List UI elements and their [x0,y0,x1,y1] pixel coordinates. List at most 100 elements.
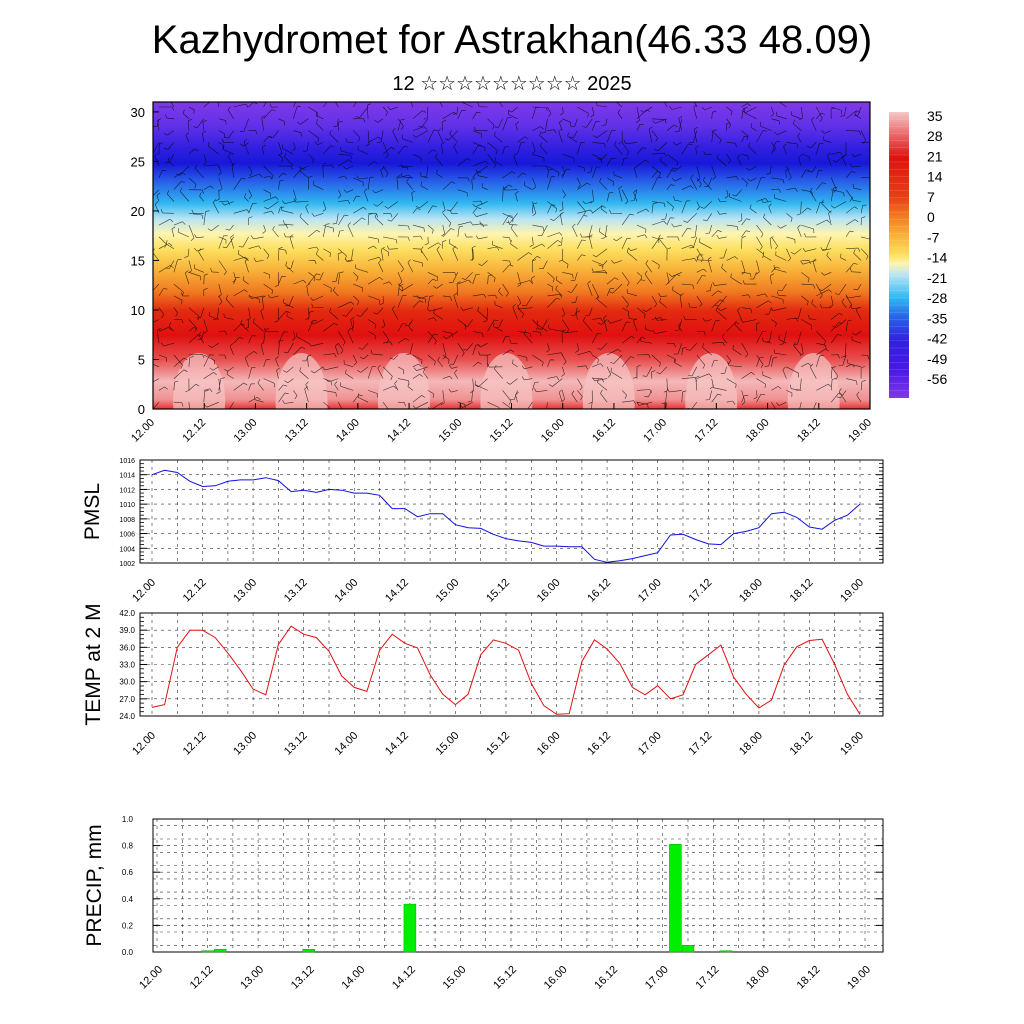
grid-lines [140,612,883,717]
colorbar-label: -14 [927,250,947,266]
colorbar-label: 28 [927,128,943,144]
grid-lines [140,459,883,564]
x-tick-label: 18.12 [788,730,816,758]
colorbar-label: 7 [927,189,935,205]
x-tick-label: 14.00 [334,417,362,445]
precip-frame [152,818,884,953]
colorbar-bands [889,119,909,391]
y-tick-label: 30 [131,105,145,120]
x-tick-label: 13.12 [282,730,310,758]
x-tick-label: 17.12 [693,964,721,992]
warm-cell [787,353,840,409]
wind-barbs [153,102,870,409]
colorbar-label: 35 [927,108,943,124]
heatmap-overlays [153,102,870,409]
y-tick-label: 1008 [119,517,135,524]
x-tick-label: 16.12 [592,964,620,992]
precip-bar [669,844,682,953]
x-tick-label: 19.00 [838,577,866,605]
x-tick-label: 18.00 [737,730,765,758]
x-tick-label: 15.00 [434,577,462,605]
temp-series-line [151,625,861,715]
y-tick-label: 10 [131,303,145,318]
chart-subtitle: 12 ☆☆☆☆☆☆☆☆☆ 2025 [392,73,632,95]
x-tick-label: 18.00 [737,577,765,605]
x-tick-label: 16.12 [585,730,613,758]
warm-cell [275,353,328,409]
x-tick-label: 17.00 [641,417,669,445]
x-tick-label: 18.12 [795,417,823,445]
pmsl-frame [139,459,884,564]
x-tick-label: 12.00 [130,577,158,605]
grid-lines [153,818,883,953]
colorbar-label: 21 [927,148,943,164]
y-axis-label: PRECIP, mm [83,824,106,946]
x-tick-label: 13.00 [231,730,259,758]
colorbar-label: -56 [927,371,947,387]
y-tick-label: 0.8 [122,842,134,851]
y-tick-label: 1006 [119,532,135,539]
y-tick-label: 42.0 [119,609,135,618]
pmsl-series-line [151,469,861,563]
x-tick-label: 16.00 [535,730,563,758]
x-tick-label: 17.00 [636,730,664,758]
colorbar-label: -7 [927,229,940,245]
x-tick-label: 19.00 [845,964,873,992]
colorbar-label: -21 [927,270,947,286]
y-tick-label: 0.4 [122,895,134,904]
x-tick-label: 13.00 [232,417,260,445]
warm-cell [685,353,738,409]
precip-bar [719,950,733,953]
x-tick-label: 13.00 [231,577,259,605]
chart-title: Kazhydromet for Astrakhan(46.33 48.09) [151,18,873,62]
x-tick-label: 17.00 [643,964,671,992]
y-tick-label: 25 [131,154,145,169]
x-tick-label: 18.00 [744,417,772,445]
x-tick-label: 15.00 [434,730,462,758]
x-tick-label: 15.00 [436,417,464,445]
y-tick-label: 27.0 [119,695,135,704]
x-tick-label: 17.12 [686,577,714,605]
x-tick-label: 15.12 [491,964,519,992]
colorbar-label: -42 [927,331,947,347]
precip-bar [201,950,214,953]
x-tick-label: 12.12 [181,730,209,758]
x-tick-label: 19.00 [846,417,874,445]
y-tick-label: 1012 [119,487,135,494]
x-tick-label: 15.00 [441,964,469,992]
precip-bar [213,949,227,953]
x-tick-label: 16.12 [585,577,613,605]
x-tick-label: 17.12 [693,417,721,445]
y-tick-label: 1.0 [122,815,134,824]
x-tick-label: 14.12 [383,730,411,758]
y-tick-label: 5 [138,352,145,367]
y-axis-label: PMSL [81,483,104,540]
y-axis-label: TEMP at 2 M [82,603,105,725]
colorbar-label: -35 [927,310,947,326]
y-tick-label: 15 [131,253,145,268]
x-tick-label: 16.12 [590,417,618,445]
y-tick-label: 24.0 [119,712,135,721]
x-tick-label: 13.12 [289,964,317,992]
x-tick-label: 19.00 [838,730,866,758]
x-tick-label: 16.00 [539,417,567,445]
colorbar-label: 14 [927,169,943,185]
x-tick-label: 15.12 [488,417,516,445]
x-tick-label: 12.12 [180,417,208,445]
y-tick-label: 30.0 [119,678,135,687]
x-tick-label: 12.00 [137,964,165,992]
x-tick-label: 13.00 [238,964,266,992]
warm-cell [582,353,635,409]
x-tick-label: 17.12 [686,730,714,758]
colorbar [889,112,909,398]
y-tick-label: 0 [138,402,145,417]
y-tick-label: 1004 [119,546,135,553]
y-tick-label: 1014 [119,473,135,480]
x-tick-label: 18.12 [795,964,823,992]
x-tick-label: 18.00 [744,964,772,992]
precip-bar [681,945,695,953]
y-tick-label: 20 [131,204,145,219]
y-tick-label: 0.2 [122,921,134,930]
x-tick-label: 14.12 [383,577,411,605]
warm-cell [377,353,430,409]
